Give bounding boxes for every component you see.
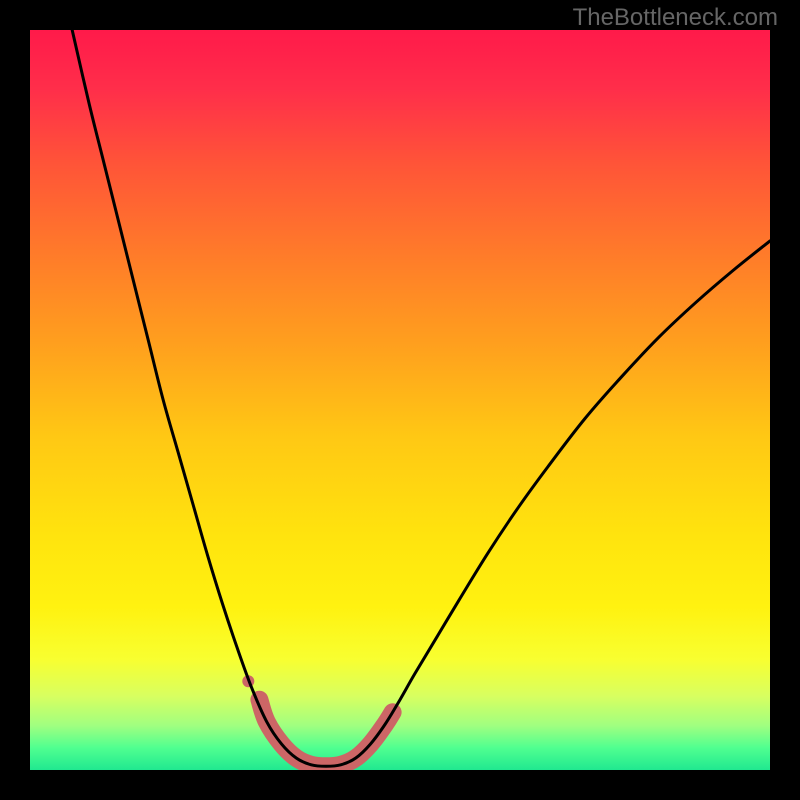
plot-area bbox=[30, 30, 770, 770]
highlight-segment bbox=[259, 700, 392, 767]
bottleneck-curve bbox=[72, 30, 770, 766]
watermark-text: TheBottleneck.com bbox=[573, 4, 778, 32]
curve-overlay bbox=[30, 30, 770, 770]
chart-container: TheBottleneck.com bbox=[0, 0, 800, 800]
